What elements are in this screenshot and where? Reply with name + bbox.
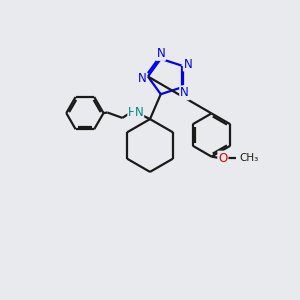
Text: N: N bbox=[137, 72, 146, 86]
Text: N: N bbox=[134, 106, 143, 119]
Text: N: N bbox=[180, 86, 189, 99]
Text: O: O bbox=[218, 152, 227, 165]
Text: H: H bbox=[128, 106, 137, 119]
Text: N: N bbox=[156, 47, 165, 60]
Text: CH₃: CH₃ bbox=[239, 153, 259, 163]
Text: N: N bbox=[184, 58, 193, 70]
